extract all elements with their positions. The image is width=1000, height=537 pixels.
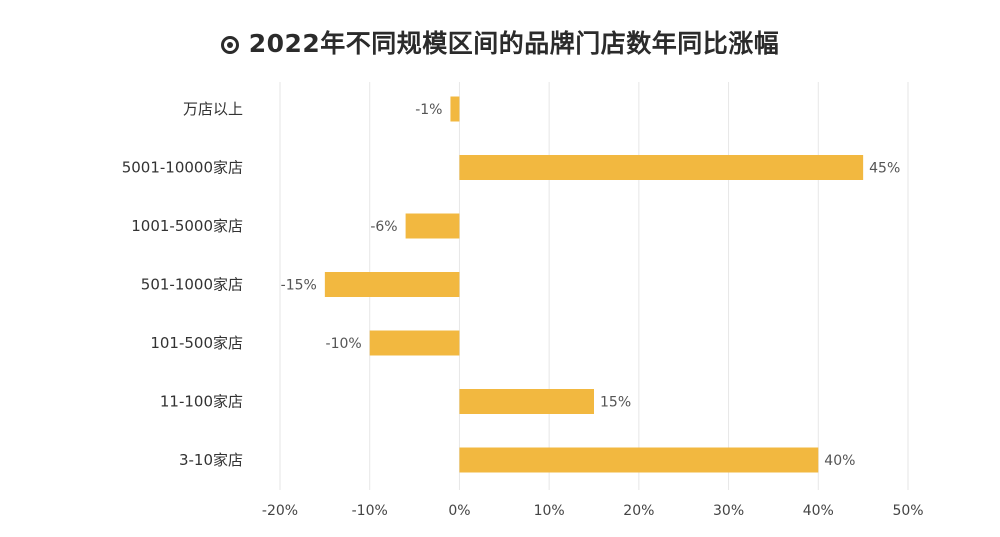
data-label: -1% bbox=[415, 102, 442, 118]
category-label: 11-100家店 bbox=[160, 393, 243, 411]
x-tick-label: 0% bbox=[448, 503, 470, 519]
x-tick-label: 40% bbox=[803, 503, 834, 519]
category-label: 5001-10000家店 bbox=[122, 159, 243, 177]
data-label: 15% bbox=[600, 395, 631, 411]
bar bbox=[459, 447, 819, 473]
bar-layer bbox=[324, 96, 864, 473]
chart-title-row: 2022年不同规模区间的品牌门店数年同比涨幅 bbox=[0, 24, 1000, 60]
bar bbox=[459, 155, 864, 180]
data-label: -10% bbox=[326, 336, 362, 352]
bar bbox=[369, 330, 460, 356]
category-label: 万店以上 bbox=[183, 100, 243, 118]
bar bbox=[450, 96, 460, 122]
data-label: 40% bbox=[824, 453, 855, 469]
target-icon bbox=[220, 36, 239, 54]
bar bbox=[324, 272, 460, 297]
data-label: 45% bbox=[869, 161, 900, 177]
x-tick-label: 50% bbox=[892, 503, 923, 519]
x-tick-label: 20% bbox=[623, 503, 654, 519]
x-tick-label: -10% bbox=[352, 503, 388, 519]
chart-title: 2022年不同规模区间的品牌门店数年同比涨幅 bbox=[248, 29, 780, 58]
x-tick-label: -20% bbox=[262, 503, 298, 519]
bar bbox=[459, 389, 594, 414]
bar bbox=[405, 213, 460, 239]
data-label: -6% bbox=[370, 219, 397, 235]
category-label: 3-10家店 bbox=[179, 451, 243, 469]
category-label: 1001-5000家店 bbox=[131, 217, 243, 235]
category-label: 101-500家店 bbox=[150, 334, 243, 352]
x-tick-label: 30% bbox=[713, 503, 744, 519]
data-label: -15% bbox=[281, 278, 317, 294]
category-label: 501-1000家店 bbox=[141, 276, 243, 294]
label-layer: -20% -10% 0% 10% 20% 30% 40% 50% 万店以上 -1% 5001-100… bbox=[122, 100, 924, 519]
x-tick-label: 10% bbox=[534, 503, 565, 519]
